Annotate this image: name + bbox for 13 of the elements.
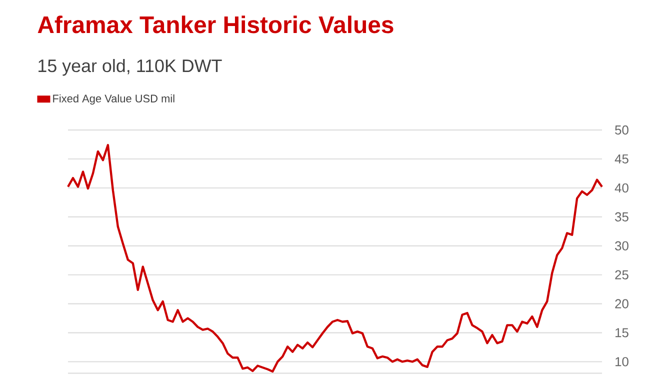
chart-title: Aframax Tanker Historic Values — [38, 16, 394, 34]
y-tick-label: 15 — [616, 328, 628, 338]
y-tick-label: 30 — [615, 241, 628, 250]
y-tick-label: 40 — [614, 183, 628, 193]
y-tick-label: 25 — [615, 270, 628, 280]
y-tick-label: 10 — [616, 357, 628, 366]
y-tick-label: 50 — [615, 125, 628, 135]
chart-subtitle: 15 year old, 110K DWT — [38, 59, 222, 76]
line-series — [66, 144, 604, 373]
y-tick-label: 20 — [615, 299, 628, 308]
y-tick-label: 45 — [614, 154, 628, 164]
legend-label: Fixed Age Value USD mil — [53, 94, 174, 105]
y-tick-label: 35 — [615, 212, 628, 222]
